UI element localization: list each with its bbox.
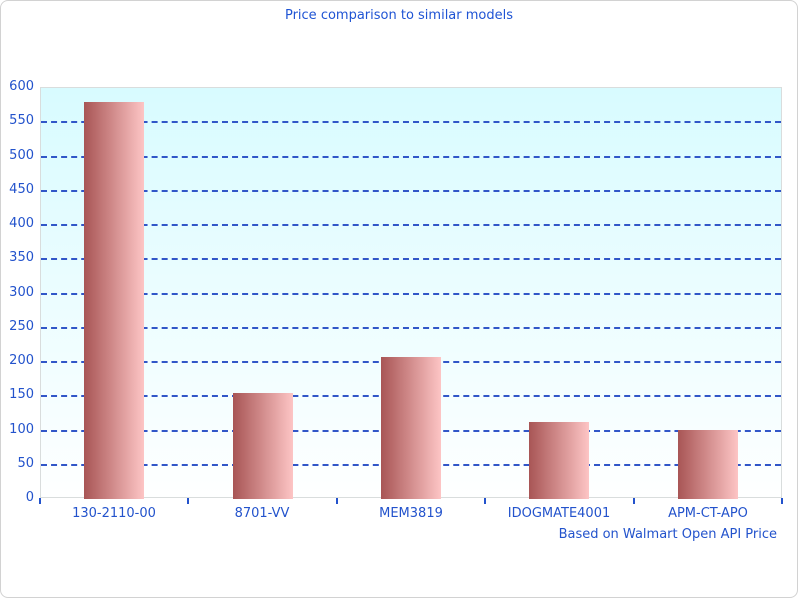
y-axis-label-250: 250 bbox=[9, 319, 34, 334]
y-axis-label-400: 400 bbox=[9, 216, 34, 231]
x-axis-label-130-2110-00: 130-2110-00 bbox=[72, 506, 156, 521]
gridline-400 bbox=[41, 224, 781, 226]
y-axis-label-50: 50 bbox=[17, 456, 34, 471]
y-axis-label-300: 300 bbox=[9, 285, 34, 300]
x-axis-label-MEM3819: MEM3819 bbox=[379, 506, 443, 521]
gridline-350 bbox=[41, 258, 781, 261]
y-axis-label-0: 0 bbox=[25, 490, 34, 505]
gridline-250 bbox=[41, 326, 781, 329]
chart-footnote: Based on Walmart Open API Price bbox=[558, 527, 777, 542]
gridline-300 bbox=[41, 292, 781, 295]
x-axis-tick bbox=[633, 498, 635, 504]
gridline-500 bbox=[41, 155, 781, 158]
y-axis-label-200: 200 bbox=[9, 353, 34, 368]
y-axis-label-150: 150 bbox=[9, 387, 34, 402]
x-axis-tick bbox=[484, 498, 486, 504]
x-axis-tick bbox=[187, 498, 189, 504]
y-axis-label-550: 550 bbox=[9, 113, 34, 128]
x-axis-tick bbox=[781, 498, 783, 504]
chart-title: Price comparison to similar models bbox=[284, 8, 514, 23]
bar-8701-VV bbox=[233, 393, 293, 499]
plot-area bbox=[40, 87, 782, 499]
x-axis-label-8701-VV: 8701-VV bbox=[234, 506, 290, 521]
bar-APM-CT-APO bbox=[678, 430, 738, 499]
gridline-550 bbox=[41, 121, 781, 124]
x-axis-label-APM-CT-APO: APM-CT-APO bbox=[668, 506, 748, 521]
bar-IDOGMATE4001 bbox=[529, 422, 589, 499]
bar-130-2110-00 bbox=[84, 102, 144, 499]
y-axis-label-450: 450 bbox=[9, 182, 34, 197]
bar-MEM3819 bbox=[381, 357, 441, 499]
y-axis-label-600: 600 bbox=[9, 79, 34, 94]
y-axis-label-500: 500 bbox=[9, 148, 34, 163]
x-axis-tick bbox=[336, 498, 338, 504]
x-axis-label-IDOGMATE4001: IDOGMATE4001 bbox=[507, 506, 611, 521]
y-axis-label-350: 350 bbox=[9, 250, 34, 265]
gridline-450 bbox=[41, 189, 781, 192]
x-axis-tick bbox=[39, 498, 41, 504]
y-axis-label-100: 100 bbox=[9, 422, 34, 437]
